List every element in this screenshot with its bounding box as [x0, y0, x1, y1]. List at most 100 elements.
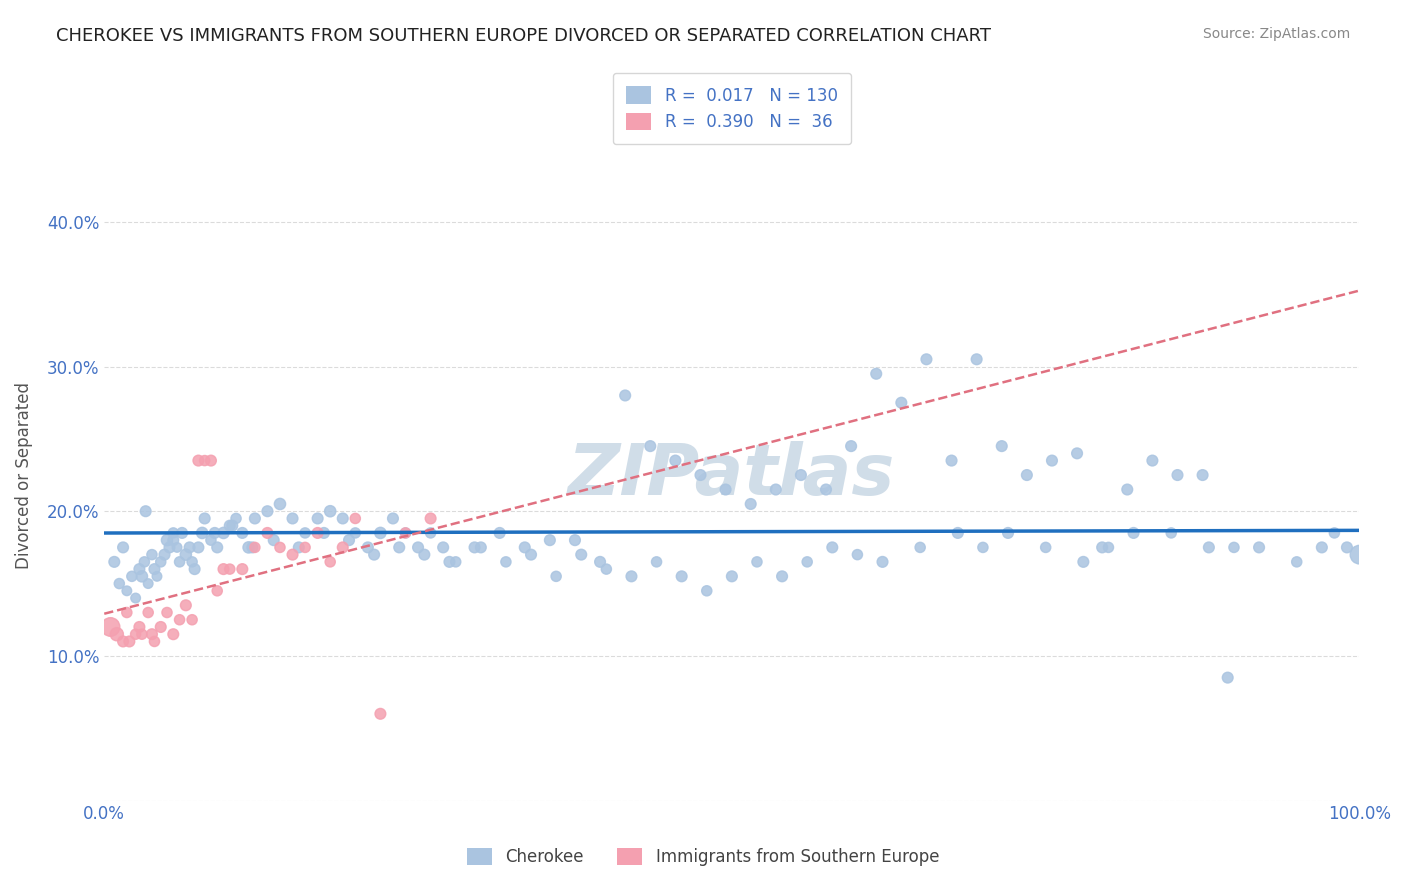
Point — [174, 548, 197, 562]
Point — [332, 541, 354, 555]
Point — [721, 569, 744, 583]
Point — [263, 533, 285, 548]
Point — [671, 569, 693, 583]
Point — [846, 548, 869, 562]
Point — [796, 555, 818, 569]
Point — [1073, 555, 1095, 569]
Point — [1216, 671, 1239, 685]
Point — [946, 525, 969, 540]
Point — [821, 541, 844, 555]
Point — [696, 583, 718, 598]
Point — [1160, 525, 1182, 540]
Point — [181, 613, 204, 627]
Point — [363, 548, 385, 562]
Point — [307, 511, 329, 525]
Point — [143, 562, 166, 576]
Point — [488, 525, 510, 540]
Point — [162, 627, 184, 641]
Point — [174, 599, 197, 613]
Point — [664, 453, 686, 467]
Point — [112, 634, 135, 648]
Point — [520, 548, 543, 562]
Point — [281, 548, 304, 562]
Point — [1249, 541, 1271, 555]
Point — [146, 569, 169, 583]
Point — [240, 541, 263, 555]
Point — [370, 706, 392, 721]
Point — [162, 533, 184, 548]
Point — [370, 525, 392, 540]
Point — [1122, 525, 1144, 540]
Y-axis label: Divorced or Separated: Divorced or Separated — [15, 382, 32, 568]
Point — [357, 541, 380, 555]
Point — [464, 541, 486, 555]
Point — [118, 634, 141, 648]
Point — [1348, 548, 1371, 562]
Point — [1097, 541, 1119, 555]
Text: ZIPatlas: ZIPatlas — [568, 441, 896, 509]
Point — [115, 606, 138, 620]
Point — [538, 533, 561, 548]
Point — [1323, 525, 1346, 540]
Point — [394, 525, 416, 540]
Point — [1310, 541, 1333, 555]
Point — [108, 576, 131, 591]
Point — [972, 541, 994, 555]
Point — [134, 555, 156, 569]
Point — [770, 569, 793, 583]
Point — [179, 541, 201, 555]
Point — [131, 627, 153, 641]
Point — [256, 504, 278, 518]
Point — [231, 562, 253, 576]
Point — [1015, 468, 1038, 483]
Point — [200, 533, 222, 548]
Legend: Cherokee, Immigrants from Southern Europe: Cherokee, Immigrants from Southern Europ… — [458, 840, 948, 875]
Point — [814, 483, 837, 497]
Point — [312, 525, 335, 540]
Point — [183, 562, 205, 576]
Text: CHEROKEE VS IMMIGRANTS FROM SOUTHERN EUROPE DIVORCED OR SEPARATED CORRELATION CH: CHEROKEE VS IMMIGRANTS FROM SOUTHERN EUR… — [56, 27, 991, 45]
Point — [281, 511, 304, 525]
Point — [169, 555, 191, 569]
Point — [194, 453, 217, 467]
Point — [872, 555, 894, 569]
Point — [156, 606, 179, 620]
Point — [790, 468, 813, 483]
Point — [1040, 453, 1063, 467]
Point — [1198, 541, 1220, 555]
Point — [243, 541, 266, 555]
Point — [124, 627, 146, 641]
Point — [205, 541, 228, 555]
Point — [124, 591, 146, 605]
Point — [136, 576, 159, 591]
Point — [294, 541, 316, 555]
Point — [513, 541, 536, 555]
Point — [546, 569, 568, 583]
Point — [103, 555, 125, 569]
Point — [589, 555, 612, 569]
Point — [143, 634, 166, 648]
Point — [238, 541, 260, 555]
Point — [344, 511, 367, 525]
Point — [121, 569, 143, 583]
Point — [243, 511, 266, 525]
Point — [319, 555, 342, 569]
Point — [640, 439, 662, 453]
Point — [966, 352, 988, 367]
Point — [419, 511, 441, 525]
Point — [1285, 555, 1308, 569]
Point — [908, 541, 931, 555]
Point — [595, 562, 617, 576]
Point — [319, 504, 342, 518]
Point — [136, 606, 159, 620]
Point — [394, 525, 416, 540]
Point — [218, 562, 240, 576]
Point — [200, 453, 222, 467]
Point — [307, 525, 329, 540]
Point — [1336, 541, 1358, 555]
Point — [890, 395, 912, 409]
Point — [865, 367, 887, 381]
Point — [112, 541, 135, 555]
Point — [221, 518, 243, 533]
Point — [990, 439, 1012, 453]
